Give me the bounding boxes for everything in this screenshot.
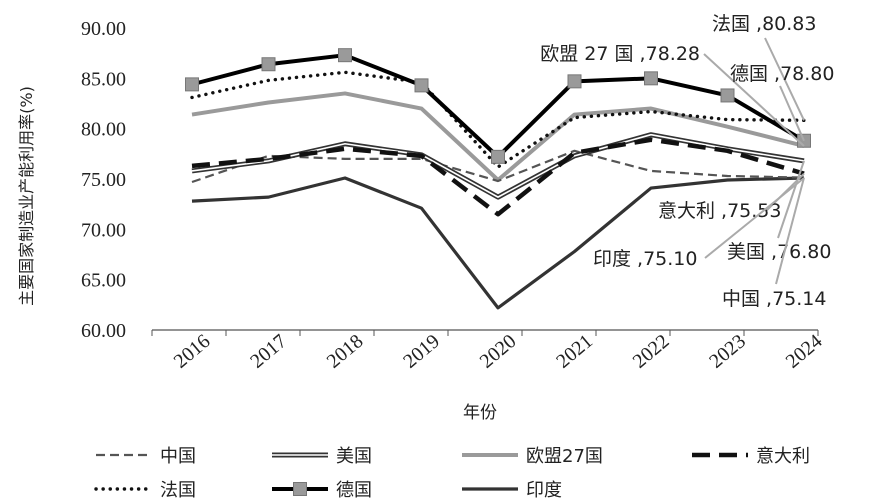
series-line bbox=[190, 70, 806, 169]
x-tick-label: 2023 bbox=[705, 330, 750, 373]
data-point-marker bbox=[261, 57, 276, 72]
legend-item: 意大利 bbox=[692, 446, 810, 467]
annotation-leader-line bbox=[779, 85, 805, 142]
data-point-marker bbox=[491, 149, 505, 164]
x-tick-label: 2024 bbox=[782, 330, 827, 373]
y-tick-label: 80.00 bbox=[81, 119, 126, 141]
legend-label: 美国 bbox=[336, 446, 372, 467]
legend-item: 印度 bbox=[462, 480, 562, 501]
annotation-label: 意大利 ,75.53 bbox=[658, 200, 781, 222]
data-point-marker bbox=[338, 48, 352, 63]
series-印度 bbox=[191, 176, 805, 310]
legend-item: 中国 bbox=[96, 446, 196, 467]
x-tick-label: 2020 bbox=[476, 330, 521, 373]
annotation-leader-line bbox=[703, 53, 805, 147]
series-line bbox=[191, 53, 806, 159]
y-tick-label: 90.00 bbox=[81, 18, 126, 40]
data-point-marker bbox=[185, 77, 199, 92]
legend-label: 印度 bbox=[526, 480, 562, 501]
y-tick-label: 75.00 bbox=[81, 169, 126, 191]
series-德国 bbox=[185, 48, 811, 164]
legend-label: 法国 bbox=[160, 480, 196, 501]
data-point-marker bbox=[644, 71, 658, 86]
y-tick-label: 60.00 bbox=[81, 320, 126, 342]
legend-label: 欧盟27国 bbox=[526, 446, 603, 467]
y-tick-label: 85.00 bbox=[81, 68, 126, 90]
annotation-label: 印度 ,75.10 bbox=[593, 248, 697, 270]
annotation-leader-line bbox=[777, 160, 805, 239]
legend-item: 德国 bbox=[272, 480, 372, 501]
annotation-label: 中国 ,75.14 bbox=[722, 288, 826, 310]
y-axis: 60.00 65.00 70.00 75.00 80.00 85.00 90.00 bbox=[81, 18, 126, 342]
x-tick-label: 2019 bbox=[399, 330, 444, 373]
series-lines bbox=[185, 48, 811, 310]
x-tick-label: 2021 bbox=[552, 330, 597, 373]
series-line bbox=[191, 176, 805, 310]
legend-label: 德国 bbox=[336, 480, 372, 501]
data-point-marker bbox=[720, 88, 735, 103]
annotation-label: 美国 ,76.80 bbox=[727, 241, 831, 263]
y-tick-label: 65.00 bbox=[81, 270, 126, 292]
legend-label: 中国 bbox=[160, 446, 196, 467]
annotation-label: 德国 ,78.80 bbox=[730, 63, 834, 85]
series-美国 bbox=[191, 132, 805, 200]
annotation-leader-line bbox=[764, 37, 805, 121]
x-tick-label: 2022 bbox=[629, 330, 674, 373]
series-line bbox=[191, 133, 805, 198]
data-point-marker bbox=[567, 74, 582, 89]
annotation-leader-line bbox=[775, 177, 805, 285]
y-tick-label: 70.00 bbox=[81, 219, 126, 241]
annotation-label: 法国 ,80.83 bbox=[712, 13, 816, 35]
annotations: 法国 ,80.83 欧盟 27 国 ,78.28 德国 ,78.80 意大利 ,75.… bbox=[540, 13, 834, 310]
x-axis-ticks: 2016 2017 2018 2019 2020 2021 2022 2023 2024 bbox=[170, 330, 827, 373]
series-line bbox=[191, 137, 805, 217]
legend-item: 欧盟27国 bbox=[462, 446, 603, 467]
data-point-marker bbox=[414, 78, 429, 93]
x-tick-label: 2017 bbox=[246, 330, 291, 373]
series-意大利 bbox=[191, 137, 805, 217]
legend-item: 美国 bbox=[272, 446, 372, 467]
legend-marker bbox=[293, 482, 307, 496]
series-法国 bbox=[190, 70, 806, 169]
annotation-leader-line bbox=[704, 177, 805, 259]
legend-item: 法国 bbox=[94, 480, 196, 501]
annotation-label: 欧盟 27 国 ,78.28 bbox=[540, 43, 700, 65]
y-axis-label: 主要国家制造业产能利用率(%) bbox=[17, 86, 36, 306]
x-tick-label: 2018 bbox=[323, 330, 368, 373]
x-axis-label: 年份 bbox=[463, 403, 497, 423]
x-axis bbox=[151, 329, 819, 336]
x-tick-label: 2016 bbox=[170, 330, 215, 373]
legend-label: 意大利 bbox=[756, 446, 810, 467]
